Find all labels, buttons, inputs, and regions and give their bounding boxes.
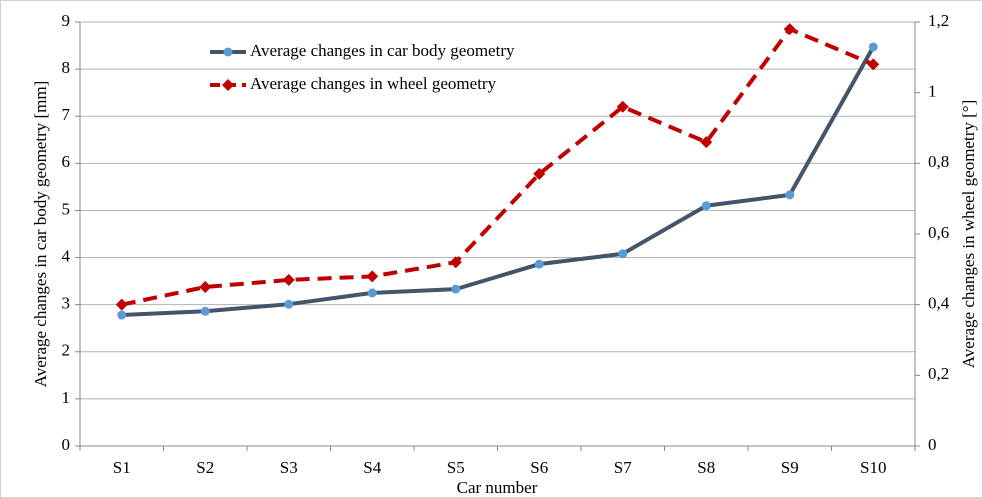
data-point — [534, 259, 544, 269]
y2-tick-label: 1 — [928, 82, 937, 101]
data-point — [367, 288, 377, 298]
data-point — [282, 273, 295, 286]
x-tick-label: S7 — [614, 458, 632, 477]
legend-marker — [222, 79, 234, 91]
x-tick-label: S1 — [113, 458, 131, 477]
y-tick-label: 6 — [62, 152, 71, 171]
y-tick-label: 2 — [62, 341, 71, 360]
x-tick-label: S2 — [196, 458, 214, 477]
data-point — [533, 167, 546, 180]
y-tick-label: 5 — [62, 199, 71, 218]
y-tick-label: 4 — [62, 246, 71, 265]
y2-tick-label: 0,2 — [928, 364, 949, 383]
x-axis-title: Car number — [457, 478, 538, 497]
y2-tick-label: 0,6 — [928, 223, 949, 242]
series-line — [121, 45, 875, 318]
y2-tick-label: 0 — [928, 435, 937, 454]
x-tick-label: S8 — [697, 458, 715, 477]
y2-tick-label: 0,8 — [928, 152, 949, 171]
data-point — [783, 23, 796, 36]
data-point — [867, 58, 880, 71]
data-point — [449, 256, 462, 269]
data-point — [785, 190, 795, 200]
y2-axis-title: Average changes in wheel geometry [°] — [959, 100, 978, 368]
data-point — [199, 281, 212, 293]
y-tick-label: 8 — [62, 58, 71, 77]
x-tick-label: S10 — [860, 458, 886, 477]
x-tick-label: S6 — [530, 458, 548, 477]
y-axis-title: Average changes in car body geometry [mm… — [31, 81, 50, 388]
data-point — [868, 42, 878, 52]
data-point — [115, 298, 128, 311]
y-tick-label: 7 — [62, 105, 71, 124]
y2-tick-label: 1,2 — [928, 11, 949, 30]
data-point — [616, 100, 629, 113]
data-point — [284, 299, 294, 309]
x-tick-label: S5 — [447, 458, 465, 477]
legend-label: Average changes in car body geometry — [250, 41, 515, 60]
data-point — [618, 249, 628, 259]
data-point — [451, 284, 461, 294]
data-point — [366, 270, 379, 283]
legend-label: Average changes in wheel geometry — [250, 74, 497, 93]
data-point — [200, 306, 210, 316]
y-tick-label: 3 — [62, 294, 71, 313]
data-point — [700, 136, 713, 149]
x-tick-label: S4 — [363, 458, 381, 477]
x-tick-label: S3 — [280, 458, 298, 477]
y2-tick-label: 0,4 — [928, 294, 950, 313]
y-tick-label: 0 — [62, 435, 71, 454]
data-point — [701, 201, 711, 211]
data-point — [117, 310, 127, 320]
y-tick-label: 9 — [62, 11, 71, 30]
y-tick-label: 1 — [62, 388, 71, 407]
legend-marker — [223, 47, 233, 57]
x-tick-label: S9 — [781, 458, 799, 477]
series-line — [121, 26, 875, 307]
